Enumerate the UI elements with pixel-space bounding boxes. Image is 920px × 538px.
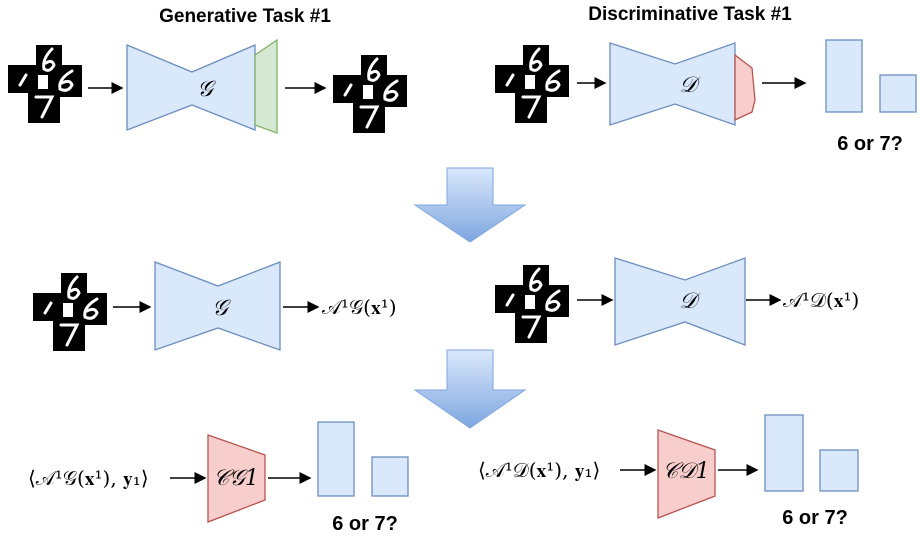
output-bar — [819, 449, 859, 492]
encoder — [126, 44, 256, 131]
question: 6 or 7? — [837, 133, 903, 155]
output-bar — [764, 414, 804, 492]
digit-images — [8, 45, 82, 123]
activation-label: 𝒜¹𝒢(𝐱¹) — [322, 295, 397, 319]
digit-images — [495, 265, 569, 343]
task-title: Generative Task #1 — [159, 6, 331, 27]
classifier — [207, 434, 266, 523]
encoder — [154, 261, 281, 351]
encoder-label: 𝒟 — [679, 289, 701, 314]
encoder-label: 𝒢 — [212, 296, 231, 321]
encoder — [614, 257, 746, 346]
output-bar — [879, 74, 917, 113]
classifier-input: ⟨𝒜¹𝒟(𝐱¹), 𝐲₁⟩ — [478, 458, 600, 482]
activation-label: 𝒜¹𝒟(𝐱¹) — [783, 288, 859, 312]
question: 6 or 7? — [782, 507, 848, 529]
classifier-label: 𝒞𝒟1 — [662, 459, 710, 484]
output-bar — [317, 421, 355, 497]
classifier-label: 𝒞𝒢1 — [213, 466, 259, 491]
flow-arrow — [413, 349, 527, 429]
classifier-input: ⟨𝒜¹𝒢(𝐱¹), 𝐲₁⟩ — [28, 466, 149, 490]
encoder-label: 𝒟 — [679, 73, 701, 98]
decoder-head — [254, 38, 278, 134]
flow-arrow — [413, 167, 527, 243]
encoder — [609, 42, 736, 126]
task-title: Discriminative Task #1 — [588, 4, 792, 25]
classifier — [657, 429, 716, 519]
encoder-label: 𝒢 — [197, 77, 216, 102]
question: 6 or 7? — [332, 513, 398, 535]
digit-images — [495, 45, 569, 123]
generated-images — [333, 55, 407, 133]
digit-images — [33, 273, 107, 351]
output-bar — [371, 456, 409, 497]
output-bar — [825, 39, 863, 113]
classifier-head — [734, 53, 756, 122]
